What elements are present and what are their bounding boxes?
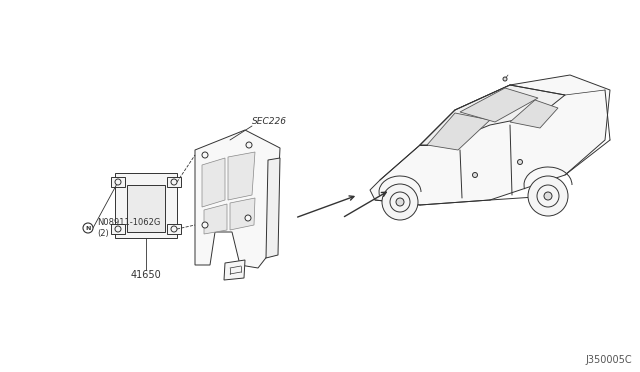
Text: SEC226: SEC226 [252, 117, 287, 126]
Polygon shape [167, 177, 181, 187]
Polygon shape [224, 260, 245, 280]
Circle shape [171, 179, 177, 185]
Circle shape [472, 173, 477, 177]
Polygon shape [510, 100, 558, 128]
Bar [115, 173, 177, 238]
Polygon shape [266, 158, 280, 258]
Circle shape [537, 185, 559, 207]
Circle shape [396, 198, 404, 206]
Polygon shape [111, 224, 125, 234]
Polygon shape [427, 113, 490, 150]
Text: N08911-1062G
(2): N08911-1062G (2) [97, 218, 161, 238]
Polygon shape [228, 152, 255, 200]
Circle shape [390, 192, 410, 212]
Text: N: N [85, 225, 91, 231]
Polygon shape [230, 198, 255, 230]
Circle shape [528, 176, 568, 216]
Circle shape [202, 222, 208, 228]
Circle shape [382, 184, 418, 220]
Polygon shape [111, 177, 125, 187]
Polygon shape [195, 130, 280, 268]
Circle shape [83, 223, 93, 233]
Circle shape [115, 226, 121, 232]
Text: J350005C: J350005C [586, 355, 632, 365]
Polygon shape [204, 204, 227, 234]
Circle shape [246, 142, 252, 148]
Circle shape [115, 179, 121, 185]
Polygon shape [370, 75, 610, 205]
Polygon shape [202, 158, 225, 207]
Circle shape [171, 226, 177, 232]
Circle shape [518, 160, 522, 164]
Circle shape [202, 152, 208, 158]
Circle shape [544, 192, 552, 200]
Polygon shape [167, 224, 181, 234]
Bar [127, 185, 165, 232]
Polygon shape [420, 85, 565, 145]
Polygon shape [460, 88, 538, 122]
Circle shape [503, 77, 507, 81]
Text: 41650: 41650 [131, 270, 161, 280]
Circle shape [245, 215, 251, 221]
